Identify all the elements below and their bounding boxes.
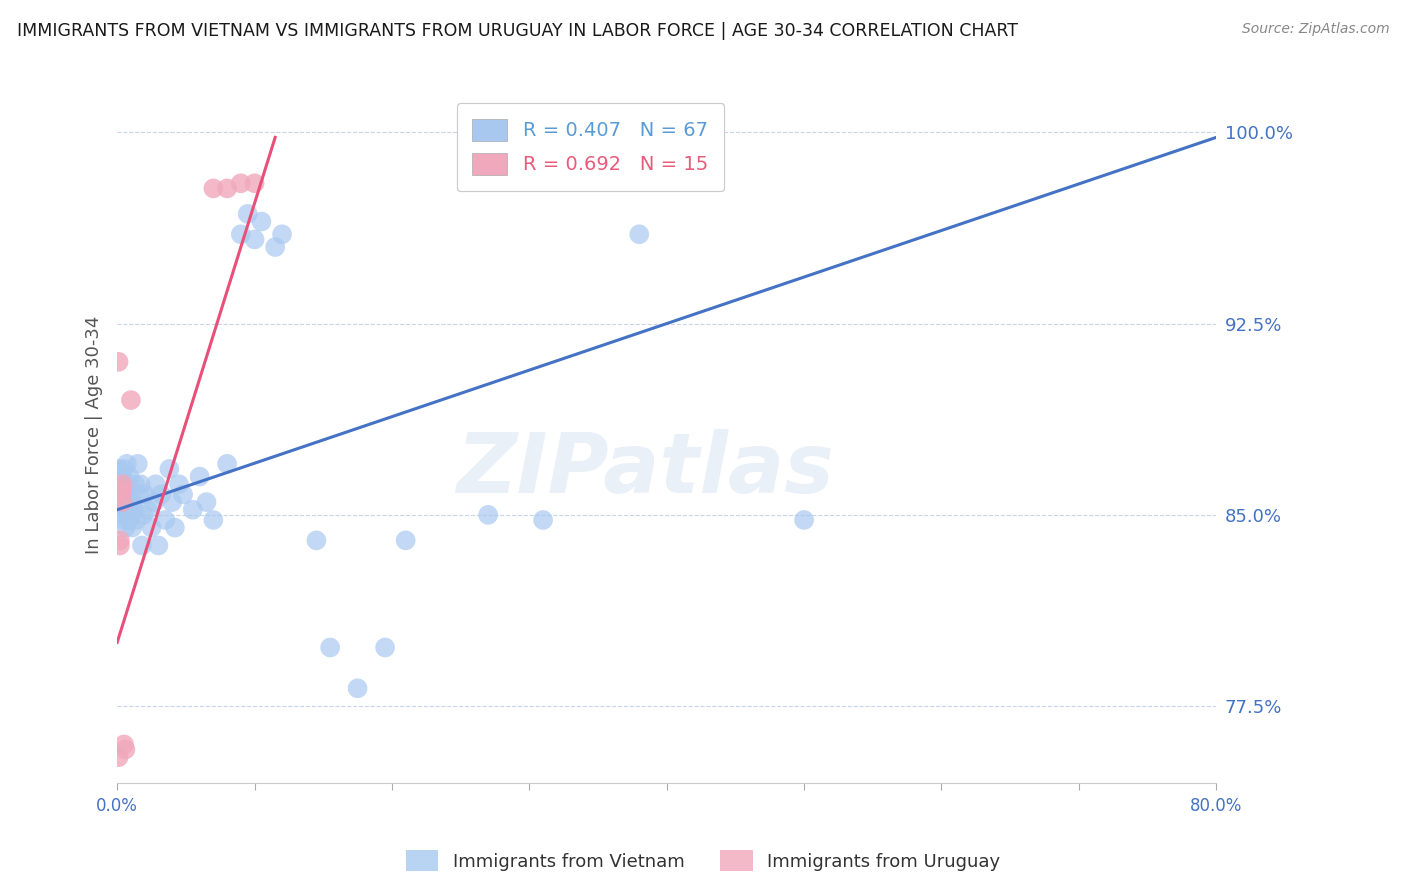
Point [374,640,396,655]
Point [114,742,136,756]
Point [111,477,134,491]
Point [110,483,132,497]
Point [110,487,132,501]
Point [125,513,148,527]
Point [110,469,132,483]
Point [117,487,139,501]
Point [121,520,143,534]
Point [115,457,138,471]
Point [111,513,134,527]
Point [112,483,135,497]
Legend: Immigrants from Vietnam, Immigrants from Uruguay: Immigrants from Vietnam, Immigrants from… [398,843,1008,879]
Point [127,457,149,471]
Point [108,495,131,509]
Point [107,462,129,476]
Point [160,495,183,509]
Y-axis label: In Labor Force | Age 30-34: In Labor Force | Age 30-34 [86,316,103,554]
Point [114,520,136,534]
Point [108,477,131,491]
Point [122,502,145,516]
Point [107,355,129,369]
Point [305,533,328,548]
Point [111,495,134,509]
Point [129,477,152,491]
Point [150,487,173,501]
Point [202,513,225,527]
Point [110,508,132,522]
Point [121,495,143,509]
Point [217,181,239,195]
Point [108,539,131,553]
Point [628,227,651,242]
Point [128,487,150,501]
Point [120,508,142,522]
Point [114,495,136,509]
Point [217,457,239,471]
Point [346,681,368,696]
Point [202,181,225,195]
Point [111,492,134,507]
Point [143,495,166,509]
Point [115,502,138,516]
Point [229,227,252,242]
Point [167,477,190,491]
Point [155,513,177,527]
Point [264,240,287,254]
Point [120,393,142,408]
Point [110,487,132,501]
Text: IMMIGRANTS FROM VIETNAM VS IMMIGRANTS FROM URUGUAY IN LABOR FORCE | AGE 30-34 CO: IMMIGRANTS FROM VIETNAM VS IMMIGRANTS FR… [17,22,1018,40]
Point [271,227,294,242]
Point [132,508,155,522]
Legend: R = 0.407   N = 67, R = 0.692   N = 15: R = 0.407 N = 67, R = 0.692 N = 15 [457,103,724,191]
Point [172,487,194,501]
Point [148,539,170,553]
Point [115,483,138,497]
Point [141,520,163,534]
Point [108,533,131,548]
Point [134,487,156,501]
Point [117,513,139,527]
Text: Source: ZipAtlas.com: Source: ZipAtlas.com [1241,22,1389,37]
Point [793,513,815,527]
Point [112,738,135,752]
Point [319,640,342,655]
Point [195,495,218,509]
Point [243,176,266,190]
Point [395,533,418,548]
Point [124,477,146,491]
Point [112,502,135,516]
Point [136,502,159,516]
Point [111,477,134,491]
Text: ZIPatlas: ZIPatlas [456,429,834,510]
Point [477,508,499,522]
Point [120,483,142,497]
Point [118,469,141,483]
Point [531,513,554,527]
Point [163,520,186,534]
Point [118,495,141,509]
Point [181,502,204,516]
Point [112,462,135,476]
Point [188,469,211,483]
Point [243,232,266,246]
Point [131,539,153,553]
Point [114,477,136,491]
Point [250,214,273,228]
Point [229,176,252,190]
Point [157,462,180,476]
Point [145,477,167,491]
Point [107,750,129,764]
Point [236,207,259,221]
